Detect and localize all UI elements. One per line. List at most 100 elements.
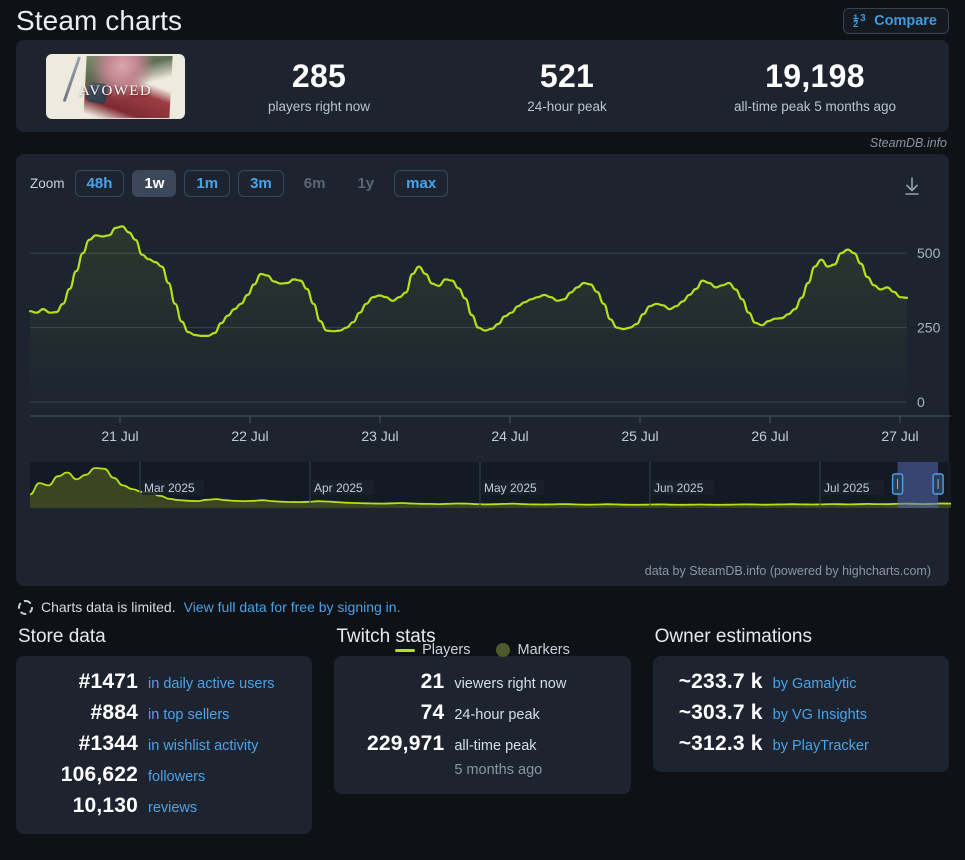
navigator-tick-label: Jul 2025 — [824, 481, 870, 495]
row-label[interactable]: in top sellers — [148, 707, 230, 723]
panel-title: Twitch stats — [336, 626, 436, 647]
sign-in-link[interactable]: View full data for free by signing in. — [183, 599, 401, 615]
stat-label: all-time peak 5 months ago — [733, 99, 897, 114]
row-label[interactable]: by Gamalytic — [772, 676, 857, 692]
row-value: #1471 — [78, 670, 138, 693]
zoom-button-1w[interactable]: 1w — [132, 169, 177, 197]
store-row-reviews[interactable]: 10,130 reviews — [30, 794, 296, 818]
row-label: 5 months ago — [454, 762, 543, 778]
navigator-tick-label: Jun 2025 — [654, 481, 704, 495]
store-row-wishlist-activity[interactable]: #1344 in wishlist activity — [30, 732, 296, 756]
legend-label: Players — [422, 642, 471, 658]
row-value: #884 — [90, 701, 138, 724]
navigator-tick-label: Mar 2025 — [144, 481, 195, 495]
navigator-series-line — [29, 467, 952, 506]
row-label[interactable]: in daily active users — [148, 676, 275, 692]
page-header: Steam charts 1 2 3 Compare — [0, 0, 965, 40]
zoom-button-1m[interactable]: 1m — [184, 169, 231, 197]
download-icon[interactable] — [901, 176, 923, 198]
panel-title: Owner estimations — [654, 626, 812, 647]
legend-dot-marker — [496, 643, 511, 657]
row-value: ~312.3 k — [678, 732, 763, 755]
panel-body: 21 viewers right now 74 24-hour peak 229… — [334, 656, 631, 794]
row-value: 21 — [420, 670, 445, 693]
row-value: 74 — [420, 701, 445, 724]
panel-twitch-stats: Twitch stats 21 viewers right now 74 24-… — [334, 626, 631, 794]
x-axis-tick-label: 25 Jul — [621, 428, 658, 444]
row-label[interactable]: followers — [148, 769, 206, 785]
stat-label: 24-hour peak — [527, 99, 607, 114]
zoom-button-3m[interactable]: 3m — [238, 169, 284, 197]
chart-card: Zoom 48h 1w 1m 3m 6m 1y max 0 250 500 21 J… — [16, 154, 952, 658]
capsule-game-title: AVOWED — [78, 83, 153, 100]
zoom-label: Zoom — [30, 175, 65, 191]
series-line-players — [28, 225, 909, 337]
page-title: Steam charts — [16, 5, 183, 36]
owner-row-playtracker[interactable]: ~312.3 k by PlayTracker — [667, 732, 933, 756]
navigator-label-bg — [822, 480, 884, 495]
zoom-button-1y: 1y — [345, 170, 386, 197]
store-row-followers[interactable]: 106,622 followers — [30, 763, 296, 787]
game-capsule-image[interactable]: AVOWED — [46, 53, 185, 119]
twitch-row-viewers-right-now: 21 viewers right now — [348, 670, 614, 694]
panel-title: Store data — [18, 626, 106, 647]
navigator-label-bg — [482, 480, 544, 495]
x-axis-tick-label: 24 Jul — [491, 428, 528, 444]
y-axis-tick-label: 500 — [917, 245, 941, 261]
navigator-area-fill — [30, 468, 951, 508]
row-label: viewers right now — [454, 676, 567, 692]
compare-button-label: Compare — [874, 13, 937, 29]
store-row-top-sellers[interactable]: #884 in top sellers — [30, 701, 296, 725]
navigator-tick-label: May 2025 — [484, 481, 537, 495]
zoom-button-6m: 6m — [292, 170, 338, 197]
compare-button[interactable]: 1 2 3 Compare — [843, 8, 949, 34]
compare-icon-denominator: 2 — [853, 18, 859, 29]
compare-icon-fraction-bar — [853, 17, 860, 19]
steamdb-attribution: SteamDB.info — [869, 136, 947, 150]
stat-label: players right now — [267, 99, 371, 114]
store-row-daily-active-users[interactable]: #1471 in daily active users — [30, 670, 296, 694]
chart-legend: Players Markers — [16, 642, 949, 658]
row-value: 10,130 — [72, 794, 138, 817]
navigator-tick-label: Apr 2025 — [314, 481, 363, 495]
row-label[interactable]: by VG Insights — [772, 707, 867, 723]
stat-value: 521 — [539, 58, 595, 94]
row-label: all-time peak — [454, 738, 537, 754]
row-label[interactable]: reviews — [148, 800, 198, 816]
chart-credit: data by SteamDB.info (powered by highcha… — [644, 564, 931, 578]
row-value: #1344 — [78, 732, 138, 755]
legend-label: Markers — [517, 642, 570, 658]
summary-card: AVOWED 285 players right now 521 24-hour… — [16, 40, 949, 132]
stat-24-hour-peak: 521 24-hour peak — [443, 58, 691, 114]
spinner-icon — [18, 599, 33, 615]
row-label: 24-hour peak — [454, 707, 540, 723]
legend-line-marker — [395, 648, 416, 652]
chart-plot-area[interactable]: 0 250 500 21 Jul 22 Jul 23 Jul 24 Jul 25 Jul 26… — [16, 210, 952, 586]
x-axis-tick-label: 22 Jul — [231, 428, 268, 444]
row-value: ~303.7 k — [678, 701, 763, 724]
panel-body: #1471 in daily active users #884 in top … — [16, 656, 313, 834]
bottom-panels: Store data #1471 in daily active users #… — [0, 616, 965, 834]
panel-body: ~233.7 k by Gamalytic ~303.7 k by VG Ins… — [652, 656, 949, 772]
zoom-button-48h[interactable]: 48h — [74, 169, 125, 197]
players-line-chart[interactable]: 0 250 500 21 Jul 22 Jul 23 Jul 24 Jul 25 Jul 26… — [16, 210, 965, 586]
row-label[interactable]: by PlayTracker — [772, 738, 869, 754]
twitch-row-all-time-peak: 229,971 all-time peak — [348, 732, 614, 756]
navigator-label-bg — [312, 480, 374, 495]
navigator-selection-window — [897, 462, 939, 508]
x-axis-tick-label: 23 Jul — [361, 428, 398, 444]
limited-data-notice: Charts data is limited. View full data f… — [0, 586, 965, 616]
owner-row-gamalytic[interactable]: ~233.7 k by Gamalytic — [667, 670, 933, 694]
stat-players-right-now: 285 players right now — [195, 58, 443, 114]
stat-value: 285 — [291, 58, 347, 94]
legend-item-markers[interactable]: Markers — [496, 642, 570, 658]
navigator-label-bg — [652, 480, 714, 495]
legend-item-players[interactable]: Players — [395, 642, 470, 658]
row-label[interactable]: in wishlist activity — [148, 738, 259, 754]
row-value: ~233.7 k — [678, 670, 763, 693]
y-axis-tick-label: 250 — [917, 320, 941, 336]
zoom-button-max[interactable]: max — [394, 169, 449, 197]
zoom-range-selector: Zoom 48h 1w 1m 3m 6m 1y max — [16, 154, 949, 198]
twitch-row-24-hour-peak: 74 24-hour peak — [348, 701, 614, 725]
owner-row-vg-insights[interactable]: ~303.7 k by VG Insights — [667, 701, 933, 725]
